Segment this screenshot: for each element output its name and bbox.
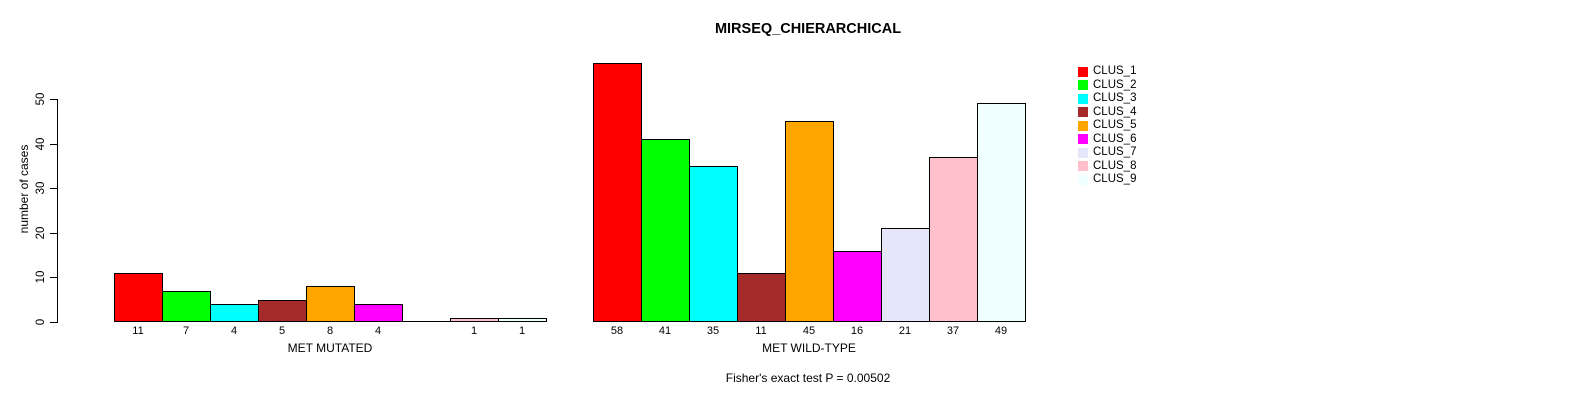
legend-label: CLUS_8: [1093, 159, 1137, 172]
y-axis-label: number of cases: [17, 144, 31, 234]
y-tick-label: 0: [35, 318, 47, 326]
legend: CLUS_1 CLUS_2 CLUS_3 CLUS_4 CLUS_5 CLUS_6 CLUS…: [1078, 65, 1136, 187]
bar-met-wild-type-clus-9: [977, 103, 1026, 322]
bar-value-label: 11: [755, 325, 767, 337]
y-axis: [57, 99, 58, 323]
bar-met-mutated-clus-2: [162, 291, 211, 322]
bar-value-label: 1: [518, 325, 526, 337]
group-label-met-mutated: MET MUTATED: [287, 341, 373, 355]
legend-label: CLUS_9: [1093, 173, 1137, 185]
y-tick-mark: [50, 322, 57, 323]
bar-value-label: 4: [230, 325, 238, 337]
bar-met-mutated-clus-8: [450, 318, 499, 322]
bar-value-label: 7: [182, 325, 190, 337]
legend-label: CLUS_3: [1093, 92, 1137, 104]
bar-value-label: 8: [326, 325, 334, 337]
legend-item-clus-9: CLUS_9: [1078, 173, 1136, 187]
bar-met-wild-type-clus-7: [881, 228, 930, 322]
y-tick-label: 40: [35, 137, 47, 150]
bar-value-label: 1: [470, 325, 478, 337]
y-tick-mark: [50, 99, 57, 100]
legend-color-swatch: [1078, 107, 1088, 118]
bar-value-label: 5: [278, 325, 286, 337]
y-tick-mark: [50, 277, 57, 279]
y-tick-label: 30: [35, 181, 47, 195]
y-tick-mark: [50, 188, 57, 190]
bar-met-mutated-clus-1: [114, 273, 163, 322]
bar-value-label: 4: [374, 325, 382, 337]
bar-met-mutated-clus-5: [306, 286, 355, 322]
legend-item-clus-2: CLUS_2: [1078, 79, 1136, 93]
legend-label: CLUS_7: [1093, 146, 1137, 158]
legend-color-swatch: [1078, 93, 1088, 104]
bar-value-label: 41: [658, 325, 672, 337]
legend-item-clus-4: CLUS_4: [1078, 106, 1136, 120]
legend-item-clus-8: CLUS_8: [1078, 160, 1136, 174]
legend-label: CLUS_6: [1093, 132, 1137, 145]
y-tick-label: 20: [35, 226, 47, 240]
legend-item-clus-1: CLUS_1: [1078, 65, 1136, 79]
legend-color-swatch: [1078, 147, 1088, 158]
y-tick-mark: [50, 232, 57, 234]
legend-color-swatch: [1078, 174, 1088, 185]
legend-color-swatch: [1078, 80, 1088, 91]
bar-value-label: 37: [946, 325, 960, 337]
bar-met-wild-type-clus-2: [641, 139, 690, 322]
bar-met-wild-type-clus-3: [689, 166, 738, 322]
bar-value-label: 49: [994, 325, 1008, 337]
bar-met-wild-type-clus-6: [833, 251, 882, 322]
bar-value-label: 16: [850, 325, 864, 337]
bar-value-label: 35: [706, 325, 720, 337]
legend-color-swatch: [1078, 120, 1088, 131]
bar-met-mutated-clus-7: [402, 321, 451, 322]
bar-value-label: 11: [132, 325, 144, 337]
legend-color-swatch: [1078, 134, 1088, 145]
y-tick-label: 50: [35, 92, 47, 106]
bar-value-label: 58: [610, 325, 624, 337]
bar-value-label: 21: [898, 325, 912, 337]
legend-color-swatch: [1078, 161, 1088, 172]
legend-label: CLUS_2: [1093, 78, 1137, 91]
bar-met-mutated-clus-3: [210, 304, 259, 322]
group-label-met-wild-type: MET WILD-TYPE: [762, 341, 856, 355]
bar-met-wild-type-clus-8: [929, 157, 978, 322]
bar-met-mutated-clus-4: [258, 300, 307, 322]
legend-item-clus-3: CLUS_3: [1078, 92, 1136, 106]
caption-fisher-test: Fisher's exact test P = 0.00502: [725, 371, 891, 385]
y-tick-label: 10: [35, 270, 47, 284]
legend-item-clus-6: CLUS_6: [1078, 133, 1136, 147]
legend-label: CLUS_4: [1093, 105, 1137, 118]
y-tick-mark: [50, 143, 57, 145]
bar-met-wild-type-clus-1: [593, 63, 642, 322]
legend-item-clus-7: CLUS_7: [1078, 146, 1136, 160]
legend-item-clus-5: CLUS_5: [1078, 119, 1136, 133]
bar-met-mutated-clus-9: [498, 318, 547, 322]
bar-met-wild-type-clus-4: [737, 273, 786, 322]
legend-label: CLUS_1: [1093, 65, 1137, 77]
legend-label: CLUS_5: [1093, 119, 1137, 131]
chart-title: MIRSEQ_CHIERARCHICAL: [714, 21, 902, 37]
bar-met-wild-type-clus-5: [785, 121, 834, 322]
bar-value-label: 45: [802, 325, 816, 337]
legend-color-swatch: [1078, 66, 1088, 77]
bar-met-mutated-clus-6: [354, 304, 403, 322]
